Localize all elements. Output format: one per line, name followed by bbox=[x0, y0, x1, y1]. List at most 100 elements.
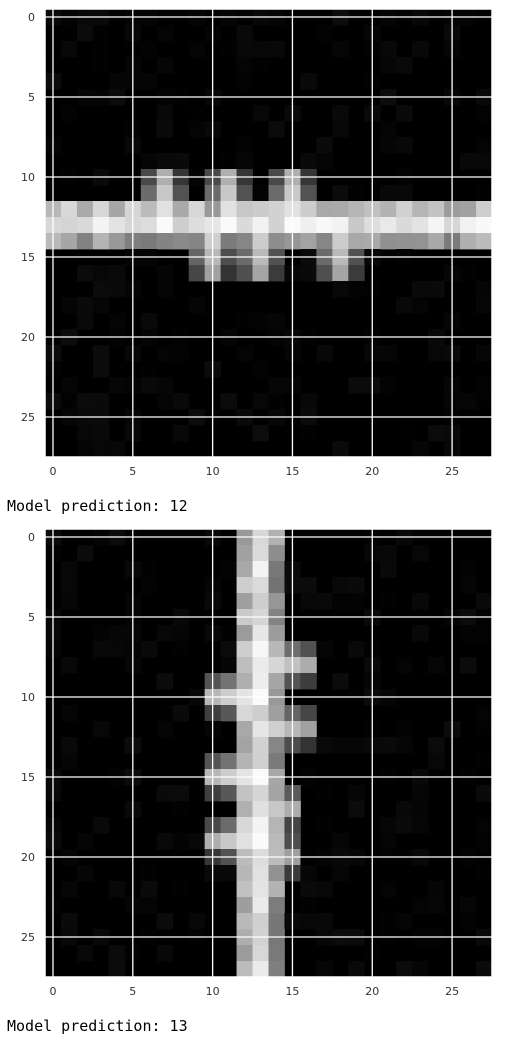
heatmap-cell bbox=[476, 153, 493, 170]
heatmap-cell bbox=[412, 441, 429, 458]
heatmap-cell bbox=[60, 377, 78, 394]
heatmap-cell bbox=[252, 641, 269, 658]
heatmap-cell bbox=[252, 217, 269, 234]
heatmap-cell bbox=[332, 121, 349, 138]
heatmap-cell bbox=[76, 201, 94, 218]
heatmap-cell bbox=[156, 121, 174, 138]
heatmap-cell bbox=[236, 753, 253, 770]
x-tick-label: 10 bbox=[206, 985, 220, 998]
heatmap-cell bbox=[380, 817, 397, 834]
heatmap-cell bbox=[92, 217, 110, 234]
heatmap-cell bbox=[348, 961, 365, 978]
heatmap-cell bbox=[396, 105, 413, 122]
heatmap-cell bbox=[188, 41, 206, 58]
heatmap-cell bbox=[156, 345, 174, 362]
heatmap-cell bbox=[348, 265, 365, 282]
heatmap-cell bbox=[76, 313, 94, 330]
heatmap-cell bbox=[380, 201, 397, 218]
heatmap-cell bbox=[252, 393, 269, 410]
heatmap-cell bbox=[108, 73, 126, 90]
heatmap-cell bbox=[220, 201, 237, 218]
heatmap-cell bbox=[332, 281, 349, 298]
heatmap-cell bbox=[380, 913, 397, 930]
heatmap-cell bbox=[316, 817, 333, 834]
heatmap-cell bbox=[140, 865, 158, 882]
heatmap-cell bbox=[92, 441, 110, 458]
heatmap-cell bbox=[300, 425, 317, 442]
heatmap-cell bbox=[476, 105, 493, 122]
heatmap-cell bbox=[396, 185, 413, 202]
heatmap-cell bbox=[316, 785, 333, 802]
heatmap-cell bbox=[220, 833, 237, 850]
heatmap-cell bbox=[236, 185, 253, 202]
heatmap-cell bbox=[252, 545, 269, 562]
heatmap-cell bbox=[268, 961, 285, 978]
heatmap-cell bbox=[172, 153, 190, 170]
heatmap-cell bbox=[268, 657, 285, 674]
heatmap-cell bbox=[220, 185, 237, 202]
heatmap-cell bbox=[348, 185, 365, 202]
heatmap-cell bbox=[252, 657, 269, 674]
heatmap-cell bbox=[428, 753, 445, 770]
heatmap-cell bbox=[92, 361, 110, 378]
heatmap-cell bbox=[236, 561, 253, 578]
heatmap-cell bbox=[412, 217, 429, 234]
heatmap-cell bbox=[252, 577, 269, 594]
heatmap-cell bbox=[92, 641, 110, 658]
heatmap-cell bbox=[220, 153, 237, 170]
heatmap-cell bbox=[252, 185, 269, 202]
heatmap-cell bbox=[348, 641, 365, 658]
heatmap-cell bbox=[476, 865, 493, 882]
heatmap-cell bbox=[156, 265, 174, 282]
heatmap-cell bbox=[268, 705, 285, 722]
heatmap-cell bbox=[236, 833, 253, 850]
x-tick-label: 15 bbox=[285, 985, 299, 998]
heatmap-cell bbox=[476, 281, 493, 298]
y-tick-label: 0 bbox=[28, 11, 35, 24]
heatmap-cell bbox=[428, 737, 445, 754]
heatmap-cell bbox=[268, 833, 285, 850]
model-prediction-caption-2: Model prediction: 13 bbox=[7, 1017, 188, 1035]
heatmap-cell bbox=[460, 913, 477, 930]
heatmap-cell bbox=[252, 233, 269, 250]
heatmap-cell bbox=[236, 657, 253, 674]
heatmap-cell bbox=[236, 913, 253, 930]
heatmap-cell bbox=[428, 425, 445, 442]
heatmap-cell bbox=[268, 625, 285, 642]
heatmap-cell bbox=[140, 897, 158, 914]
heatmap-cell bbox=[172, 705, 190, 722]
heatmap-cell bbox=[172, 881, 190, 898]
heatmap-cell bbox=[300, 217, 317, 234]
heatmap-cell bbox=[316, 217, 333, 234]
heatmap-cell bbox=[380, 185, 397, 202]
heatmap-cell bbox=[92, 393, 110, 410]
heatmap-cell bbox=[76, 441, 94, 458]
heatmap-cell bbox=[140, 577, 158, 594]
heatmap-cell bbox=[396, 297, 413, 314]
heatmap-cell bbox=[332, 265, 349, 282]
heatmap-cell bbox=[268, 545, 285, 562]
heatmap-cell bbox=[476, 185, 493, 202]
heatmap-cell bbox=[316, 345, 333, 362]
heatmap-cell bbox=[140, 73, 158, 90]
heatmap-cell bbox=[140, 217, 158, 234]
heatmap-cell bbox=[92, 817, 110, 834]
heatmap-cell bbox=[172, 201, 190, 218]
heatmap-cell bbox=[476, 233, 493, 250]
heatmap-cell bbox=[300, 201, 317, 218]
heatmap-cell bbox=[236, 737, 253, 754]
y-tick-label: 5 bbox=[28, 91, 35, 104]
heatmap-cell bbox=[236, 705, 253, 722]
heatmap-cell bbox=[380, 41, 397, 58]
y-tick-label: 25 bbox=[21, 411, 35, 424]
heatmap-cell bbox=[236, 265, 253, 282]
heatmap-cell bbox=[476, 753, 493, 770]
model-prediction-caption-1: Model prediction: 12 bbox=[7, 497, 188, 515]
heatmap-cell bbox=[60, 913, 78, 930]
heatmap-cell bbox=[156, 945, 174, 962]
heatmap-cell bbox=[252, 41, 269, 58]
heatmap-cell bbox=[460, 657, 477, 674]
heatmap-cell bbox=[220, 561, 237, 578]
heatmap-cell bbox=[236, 233, 253, 250]
heatmap-cell bbox=[348, 281, 365, 298]
